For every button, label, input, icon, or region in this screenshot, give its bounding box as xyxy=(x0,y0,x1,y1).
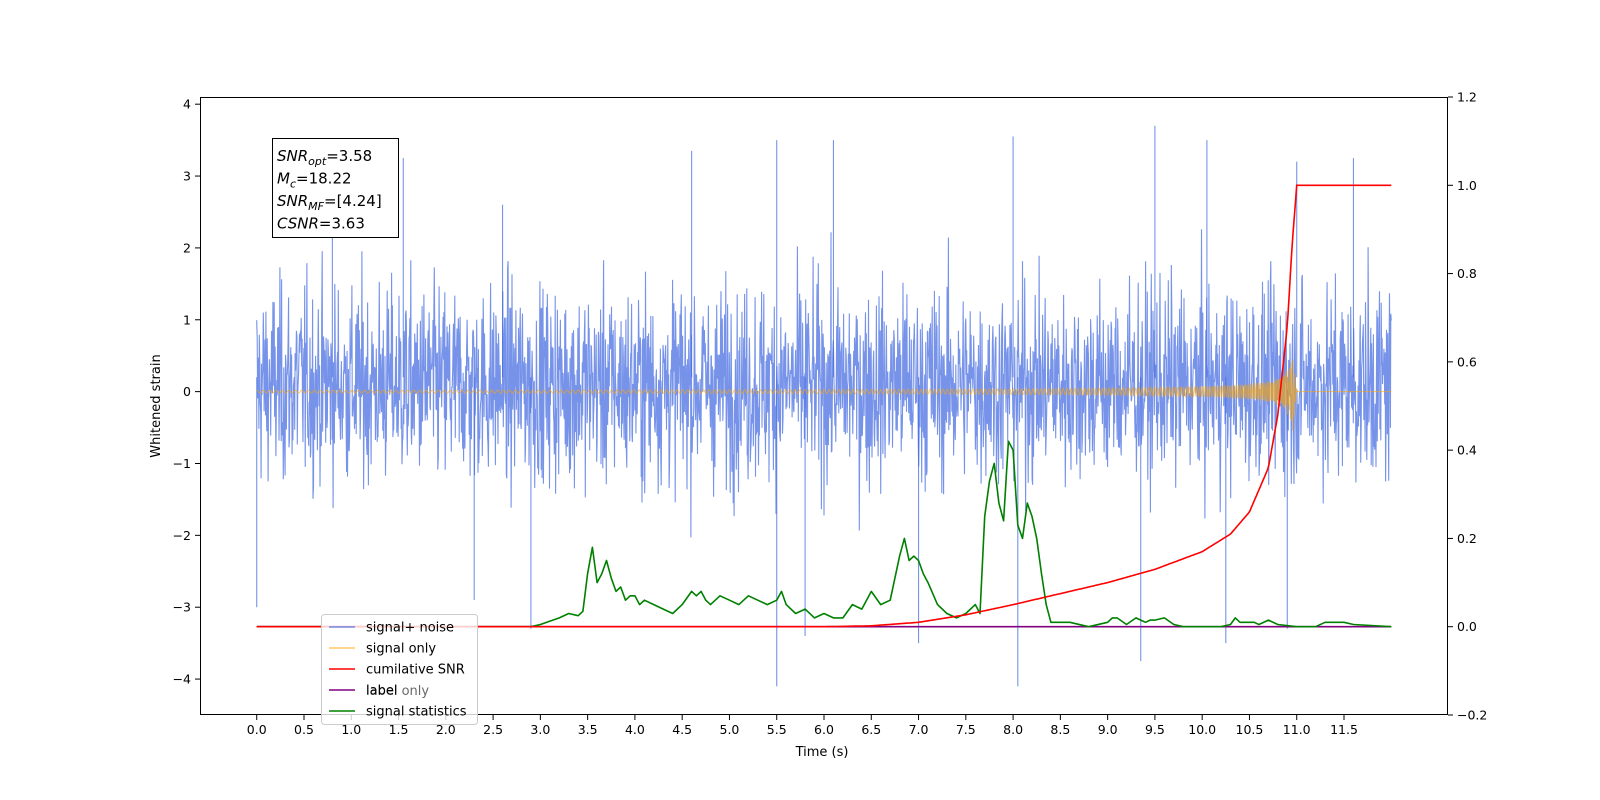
y-left-tick-label: 2 xyxy=(183,240,191,255)
series-signal-noise xyxy=(256,229,1392,538)
x-tick-label: 2.5 xyxy=(483,722,503,737)
y-right-tick-label: −0.2 xyxy=(1457,708,1487,723)
x-tick-label: 7.0 xyxy=(909,722,929,737)
x-tick-label: 2.0 xyxy=(436,722,456,737)
x-tick-label: 0.5 xyxy=(294,722,314,737)
y-right-tick-label: 0.8 xyxy=(1457,266,1477,281)
x-tick-label: 6.5 xyxy=(861,722,881,737)
y-right-tick-label: 1.2 xyxy=(1457,90,1477,105)
x-tick-label: 8.5 xyxy=(1050,722,1070,737)
y-left-tick-label: 0 xyxy=(183,384,191,399)
x-tick-label: 9.5 xyxy=(1145,722,1165,737)
x-tick-label: 3.0 xyxy=(530,722,550,737)
x-axis-label: Time (s) xyxy=(795,745,849,760)
x-tick-label: 1.5 xyxy=(389,722,409,737)
stats-symbol: M xyxy=(277,170,290,188)
stats-line: CSNR=3.63 xyxy=(277,215,365,233)
x-tick-label: 0.0 xyxy=(247,722,267,737)
legend-entry: cumilative SNR xyxy=(366,663,465,678)
stats-value: =[4.24] xyxy=(324,192,382,210)
legend: signal+ noise signal only cumilative SNR la… xyxy=(321,614,478,725)
legend-entry: label xyxy=(366,684,397,699)
legend-entry: signal+ noise xyxy=(366,621,454,636)
stats-value: =18.22 xyxy=(296,170,352,188)
y-left-tick-label: 4 xyxy=(183,97,191,112)
x-tick-label: 5.0 xyxy=(720,722,740,737)
plot-frame xyxy=(200,97,1448,715)
legend-entry-hidden: label only xyxy=(366,684,429,699)
stats-subscript: MF xyxy=(308,200,324,213)
stats-line: Mc=18.22 xyxy=(277,170,352,191)
y-left-tick-label: 1 xyxy=(183,312,191,327)
y-right-tick-label: 0.6 xyxy=(1457,354,1477,369)
x-tick-label: 11.0 xyxy=(1283,722,1311,737)
legend-entry: signal statistics xyxy=(366,705,467,720)
stats-box-frame xyxy=(272,138,399,238)
x-tick-label: 1.0 xyxy=(341,722,361,737)
y-axis-right-ticks: −0.2 0.0 0.2 0.4 0.6 0.8 1.0 1.2 xyxy=(1448,90,1487,723)
stats-line: SNRopt=3.58 xyxy=(277,147,372,168)
stats-value: =3.58 xyxy=(326,147,372,165)
y-right-tick-label: 1.0 xyxy=(1457,178,1477,193)
plot-series xyxy=(256,125,1392,687)
y-left-tick-label: −1 xyxy=(173,456,191,471)
stats-symbol: CSNR xyxy=(277,215,319,233)
x-tick-label: 9.0 xyxy=(1098,722,1118,737)
x-tick-label: 8.0 xyxy=(1003,722,1023,737)
x-tick-label: 3.5 xyxy=(578,722,598,737)
y-left-tick-label: 3 xyxy=(183,169,191,184)
stats-subscript: opt xyxy=(308,155,327,168)
x-tick-label: 10.5 xyxy=(1236,722,1264,737)
stats-subscript: c xyxy=(290,178,296,191)
series-signal-only xyxy=(256,359,1392,431)
x-tick-label: 10.0 xyxy=(1188,722,1216,737)
x-axis-ticks: 0.0 0.5 1.0 1.5 2.0 2.5 3.0 3.5 4.0 4.5 5.0 5.5 6.0 6… xyxy=(247,715,1358,737)
stats-symbol: SNR xyxy=(277,147,308,165)
y-right-tick-label: 0.4 xyxy=(1457,443,1477,458)
y-left-tick-label: −3 xyxy=(173,600,191,615)
stats-symbol: SNR xyxy=(277,192,308,210)
series-signal-statistics xyxy=(256,440,1392,628)
y-left-tick-label: −2 xyxy=(173,528,191,543)
x-tick-label: 7.5 xyxy=(956,722,976,737)
y-axis-left-label: Whitened strain xyxy=(149,354,164,457)
x-tick-label: 4.5 xyxy=(672,722,692,737)
x-tick-label: 4.0 xyxy=(625,722,645,737)
legend-entry: signal only xyxy=(366,642,436,657)
legend-frame xyxy=(321,614,478,725)
y-right-tick-label: 0.2 xyxy=(1457,531,1477,546)
x-tick-label: 5.5 xyxy=(767,722,787,737)
y-axis-left-ticks: −4 −3 −2 −1 0 1 2 3 4 xyxy=(173,97,200,687)
stats-line: SNRMF=[4.24] xyxy=(277,192,382,213)
x-tick-label: 11.5 xyxy=(1330,722,1358,737)
x-tick-label: 6.0 xyxy=(814,722,834,737)
y-left-tick-label: −4 xyxy=(173,672,191,687)
stats-value: =3.63 xyxy=(319,215,365,233)
y-right-tick-label: 0.0 xyxy=(1457,619,1477,634)
